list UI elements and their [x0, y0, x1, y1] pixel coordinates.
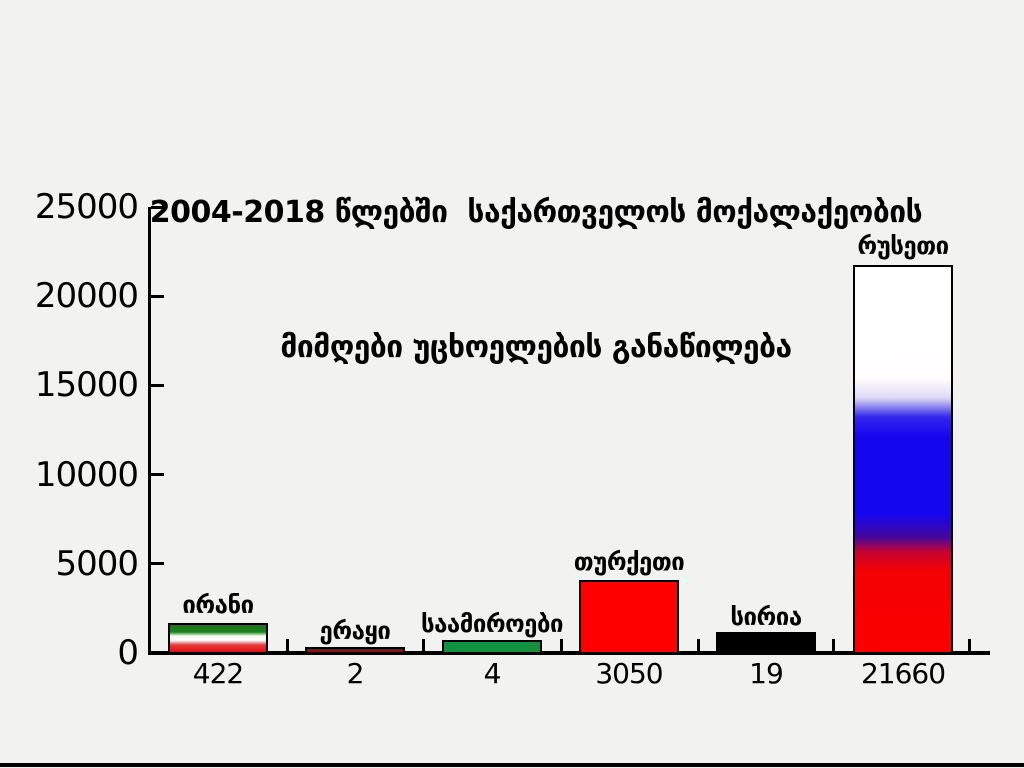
y-axis-line: [148, 207, 151, 654]
x-tick-3: [560, 639, 563, 653]
chart-title-line-1: 2004-2018 წლებში საქართველოს მოქალაქეობი…: [149, 195, 923, 230]
y-axis-label-15000: 15000: [34, 365, 139, 405]
bottom-border-line: [0, 763, 1024, 767]
bar-label-turkey: თურქეთი: [573, 548, 685, 576]
bar-value-iraq: 2: [346, 657, 365, 690]
y-tick-5000: [151, 562, 164, 565]
x-tick-5: [832, 639, 835, 653]
bar-syria: [716, 632, 816, 654]
chart-title: 2004-2018 წლებში საქართველოს მოქალაქეობი…: [24, 100, 1024, 460]
x-tick-4: [697, 639, 700, 653]
y-tick-25000: [151, 206, 164, 209]
x-tick-1: [286, 639, 289, 653]
y-tick-15000: [151, 384, 164, 387]
x-axis-line: [148, 651, 990, 655]
x-tick-6: [968, 639, 971, 653]
y-axis-label-20000: 20000: [34, 276, 139, 316]
bar-label-iran: ირანი: [182, 591, 254, 619]
bar-turkey: [579, 580, 679, 654]
bar-label-syria: სირია: [730, 603, 802, 631]
y-axis-label-10000: 10000: [34, 455, 139, 495]
y-tick-10000: [151, 473, 164, 476]
y-axis-label-0: 0: [117, 633, 139, 673]
bar-iran: [168, 623, 268, 654]
bar-iraq: [305, 647, 405, 654]
x-tick-2: [422, 639, 425, 653]
y-axis-label-5000: 5000: [55, 544, 139, 584]
bar-label-iraq: ერაყი: [319, 617, 391, 645]
y-tick-20000: [151, 295, 164, 298]
bar-label-emirates: საამიროები: [420, 610, 564, 638]
bar-value-syria: 19: [749, 657, 784, 690]
y-axis-label-25000: 25000: [34, 187, 139, 227]
bar-value-iran: 422: [192, 657, 244, 690]
bar-label-russia: რუსეთი: [857, 232, 949, 260]
bar-russia: [853, 265, 953, 654]
bar-value-emirates: 4: [483, 657, 502, 690]
bar-value-turkey: 3050: [595, 657, 663, 690]
bar-value-russia: 21660: [860, 657, 946, 690]
chart-title-line-2: მიმღები უცხოელების განაწილება: [280, 330, 792, 365]
bar-emirates: [442, 640, 542, 654]
